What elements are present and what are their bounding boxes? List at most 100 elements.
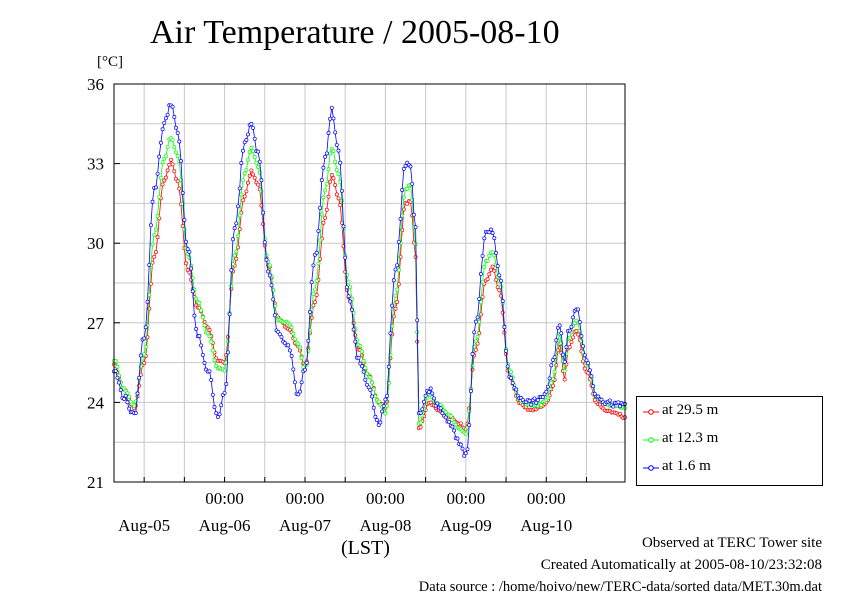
data-point (478, 300, 483, 305)
data-point (326, 194, 331, 199)
data-point (314, 293, 319, 297)
data-point (232, 226, 237, 231)
data-point (257, 159, 262, 164)
data-point (292, 380, 297, 385)
x-date-label: Aug-08 (359, 516, 411, 535)
data-point (155, 214, 160, 218)
data-point (194, 296, 199, 301)
data-point (229, 284, 234, 288)
data-point (485, 258, 490, 263)
x-time-label: 00:00 (446, 489, 485, 508)
data-point (264, 257, 269, 262)
data-point (185, 247, 190, 252)
data-point (259, 189, 264, 194)
data-point (571, 315, 576, 320)
data-point (400, 188, 405, 192)
data-point (502, 325, 507, 330)
data-point (562, 368, 567, 373)
data-point (418, 420, 423, 425)
data-point (497, 288, 502, 293)
footer-observed: Observed at TERC Tower site (641, 535, 822, 551)
data-point (452, 428, 457, 433)
data-point (460, 446, 465, 451)
data-point (447, 419, 452, 424)
data-point (557, 323, 562, 328)
data-point (241, 178, 245, 183)
data-point (210, 392, 215, 397)
data-point (388, 331, 393, 336)
data-point (616, 400, 621, 405)
data-point (592, 391, 597, 396)
data-point (504, 349, 508, 353)
data-point (207, 334, 212, 339)
data-point (514, 387, 519, 392)
data-point (549, 363, 554, 368)
data-point (463, 451, 468, 456)
data-point (214, 363, 219, 368)
data-point (500, 299, 505, 303)
data-point (162, 120, 167, 125)
data-point (383, 411, 388, 416)
data-point (308, 310, 312, 314)
data-point (267, 273, 272, 278)
data-point (153, 227, 158, 232)
x-time-label: 00:00 (527, 489, 566, 508)
data-point (418, 425, 423, 430)
data-point (473, 319, 478, 324)
data-point (349, 307, 354, 312)
data-point (251, 149, 256, 154)
data-point (368, 387, 373, 392)
legend-item-29-5m: at 29.5 m (637, 401, 822, 421)
data-point (157, 194, 162, 199)
data-point (371, 405, 376, 410)
data-point (162, 178, 167, 183)
data-point (155, 235, 160, 240)
data-point (334, 167, 339, 172)
data-point (246, 180, 250, 185)
legend-label: at 12.3 m (662, 430, 719, 446)
data-point (289, 325, 294, 330)
data-point (492, 236, 497, 241)
y-tick-label: 33 (87, 155, 104, 174)
data-point (458, 421, 463, 426)
x-time-label: 00:00 (205, 489, 244, 508)
data-point (540, 395, 545, 400)
data-point (207, 369, 212, 374)
data-point (346, 294, 351, 299)
data-point (475, 315, 480, 320)
data-point (324, 181, 329, 186)
data-point (217, 412, 222, 417)
data-point (599, 397, 604, 402)
data-point (246, 132, 250, 137)
data-point (158, 175, 163, 180)
data-point (187, 249, 192, 254)
data-point (163, 154, 168, 159)
data-point (249, 122, 254, 126)
data-point (299, 355, 304, 360)
data-point (244, 168, 249, 173)
data-point (256, 149, 261, 154)
data-point (184, 261, 188, 266)
data-point (172, 145, 177, 150)
data-point (494, 277, 498, 282)
data-point (229, 268, 234, 273)
data-point (365, 371, 369, 376)
data-point (569, 324, 574, 329)
data-point (381, 404, 386, 408)
data-point (182, 217, 187, 222)
data-point (319, 178, 324, 183)
data-point (338, 160, 343, 165)
data-point (333, 183, 338, 187)
data-point (249, 168, 254, 173)
data-point (467, 423, 472, 428)
data-point (323, 154, 328, 159)
data-point (329, 105, 334, 110)
data-point (321, 220, 326, 225)
data-point (115, 375, 120, 380)
data-point (306, 338, 311, 343)
data-point (251, 125, 256, 130)
data-point (271, 297, 276, 302)
data-point (567, 335, 572, 340)
data-point (487, 272, 492, 277)
x-axis-ticks: 00:00 00:00 00:00 00:00 00:00 Aug-05 Aug-06 Aug… (118, 477, 587, 535)
